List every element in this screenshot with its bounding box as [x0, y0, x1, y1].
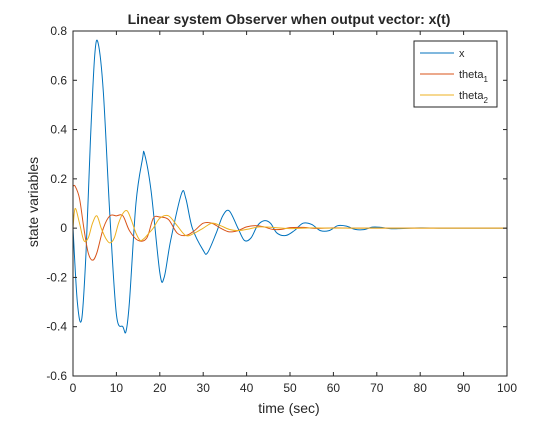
y-tick-label: -0.2 — [46, 270, 67, 284]
y-tick-label: -0.4 — [46, 320, 67, 334]
y-tick-label: 0.8 — [50, 24, 67, 38]
legend-label-theta-1: theta1 — [459, 69, 488, 84]
x-tick-label: 50 — [283, 381, 297, 395]
y-tick-label: 0.6 — [50, 73, 67, 87]
legend-label-subscript: 2 — [483, 96, 488, 105]
legend-label-theta-2: theta2 — [459, 90, 488, 105]
y-axis-label: state variables — [25, 157, 41, 247]
x-axis-label: time (sec) — [258, 400, 319, 416]
axes: 0 10 20 30 40 50 60 70 80 90 100 -0.6 -0.4 -0.2 0 0.2 0.… — [46, 24, 517, 395]
series-line-theta-2 — [72, 207, 507, 244]
legend-label-text: theta — [459, 90, 484, 102]
legend-label-subscript: 1 — [483, 75, 488, 84]
legend-label-x: x — [459, 48, 465, 60]
plot-area — [72, 39, 507, 334]
x-tick-label: 80 — [414, 381, 428, 395]
y-tick-label: 0.2 — [50, 172, 67, 186]
x-tick-label: 20 — [153, 381, 167, 395]
x-tick-label: 60 — [327, 381, 341, 395]
y-tick-label: 0 — [60, 221, 67, 235]
x-tick-label: 10 — [110, 381, 124, 395]
x-tick-label: 30 — [197, 381, 211, 395]
y-tick-label: 0.4 — [50, 123, 67, 137]
x-tick-label: 70 — [370, 381, 384, 395]
x-tick-label: 90 — [457, 381, 471, 395]
chart-title: Linear system Observer when output vecto… — [128, 11, 451, 27]
y-tick-label: -0.6 — [46, 369, 67, 383]
x-tick-label: 40 — [240, 381, 254, 395]
x-tick-label: 0 — [70, 381, 77, 395]
legend-label-text: theta — [459, 69, 484, 81]
legend-label-text: x — [459, 48, 465, 60]
x-tick-label: 100 — [497, 381, 517, 395]
